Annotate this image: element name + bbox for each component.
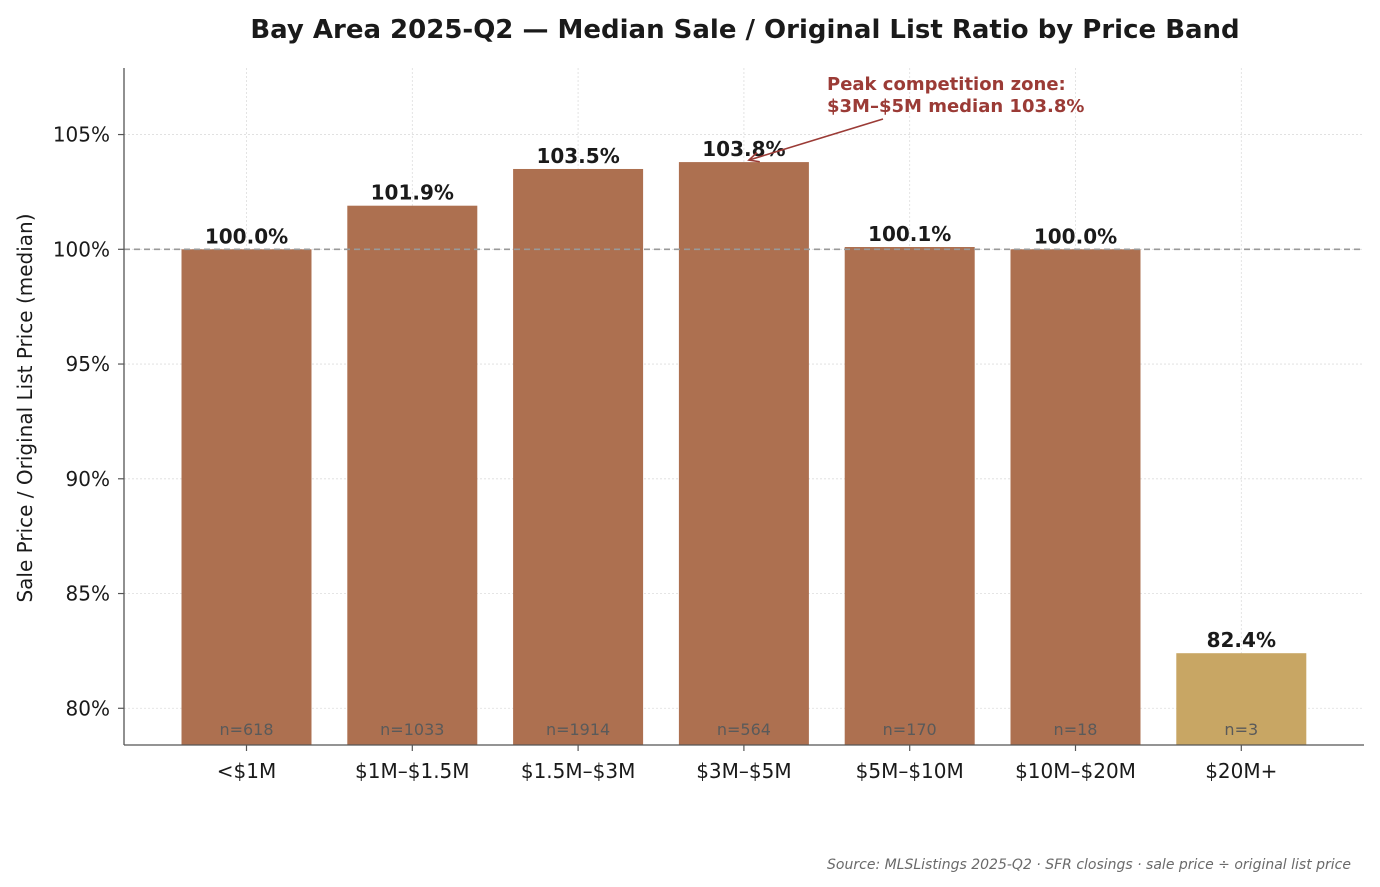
bar: [844, 247, 975, 745]
y-axis-label: Sale Price / Original List Price (median…: [13, 213, 37, 602]
bar-count-label: n=1914: [546, 720, 610, 739]
bar: [1010, 249, 1141, 745]
x-tick-label: $5M–$10M: [856, 759, 964, 783]
chart-title: Bay Area 2025-Q2 — Median Sale / Origina…: [250, 15, 1239, 45]
bar-count-label: n=18: [1054, 720, 1098, 739]
bar-count-label: n=1033: [380, 720, 444, 739]
y-tick-label: 90%: [66, 467, 110, 491]
bar-value-label: 103.8%: [702, 137, 785, 161]
bar: [1176, 653, 1307, 745]
bar: [347, 205, 478, 745]
y-tick-label: 85%: [66, 582, 110, 606]
bars: [181, 162, 1307, 746]
x-tick-label: $10M–$20M: [1015, 759, 1136, 783]
bar-count-label: n=564: [717, 720, 771, 739]
annotation-arrow-head: [747, 152, 760, 163]
bar-value-label: 100.0%: [1034, 224, 1117, 248]
annotation-line-2: $3M–$5M median 103.8%: [827, 96, 1084, 117]
bar-value-label: 103.5%: [536, 144, 619, 168]
bar-value-label: 100.0%: [205, 224, 288, 248]
bar: [678, 162, 809, 745]
bar: [513, 168, 644, 746]
x-tick-label: $20M+: [1205, 759, 1277, 783]
annotation: Peak competition zone: $3M–$5M median 10…: [747, 74, 1084, 163]
x-tick-label: <$1M: [217, 759, 276, 783]
y-tick-label: 80%: [66, 696, 110, 720]
x-tick-label: $1M–$1.5M: [355, 759, 470, 783]
bar-value-label: 82.4%: [1207, 628, 1276, 652]
bar-value-label: 101.9%: [371, 181, 454, 205]
bar-count-label: n=618: [219, 720, 273, 739]
bar: [181, 249, 312, 745]
y-tick-label: 95%: [66, 352, 110, 376]
annotation-line-1: Peak competition zone:: [827, 74, 1066, 95]
bar-value-label: 100.1%: [868, 222, 951, 246]
source-note: Source: MLSListings 2025-Q2 · SFR closin…: [827, 857, 1351, 873]
x-tick-label: $3M–$5M: [696, 759, 791, 783]
y-tick-label: 105%: [53, 123, 110, 147]
bar-count-label: n=170: [883, 720, 937, 739]
axes: 80% 85% 90% 95% 100% 105% <$1M $1M–$1.5M $1.5M–$…: [53, 68, 1364, 783]
x-tick-label: $1.5M–$3M: [521, 759, 636, 783]
annotation-arrow-line: [748, 118, 884, 161]
y-tick-label: 100%: [53, 237, 110, 261]
data-labels: 100.0% n=618 101.9% n=1033 103.5% n=1914 103.8…: [205, 137, 1276, 739]
bar-count-label: n=3: [1224, 720, 1258, 739]
